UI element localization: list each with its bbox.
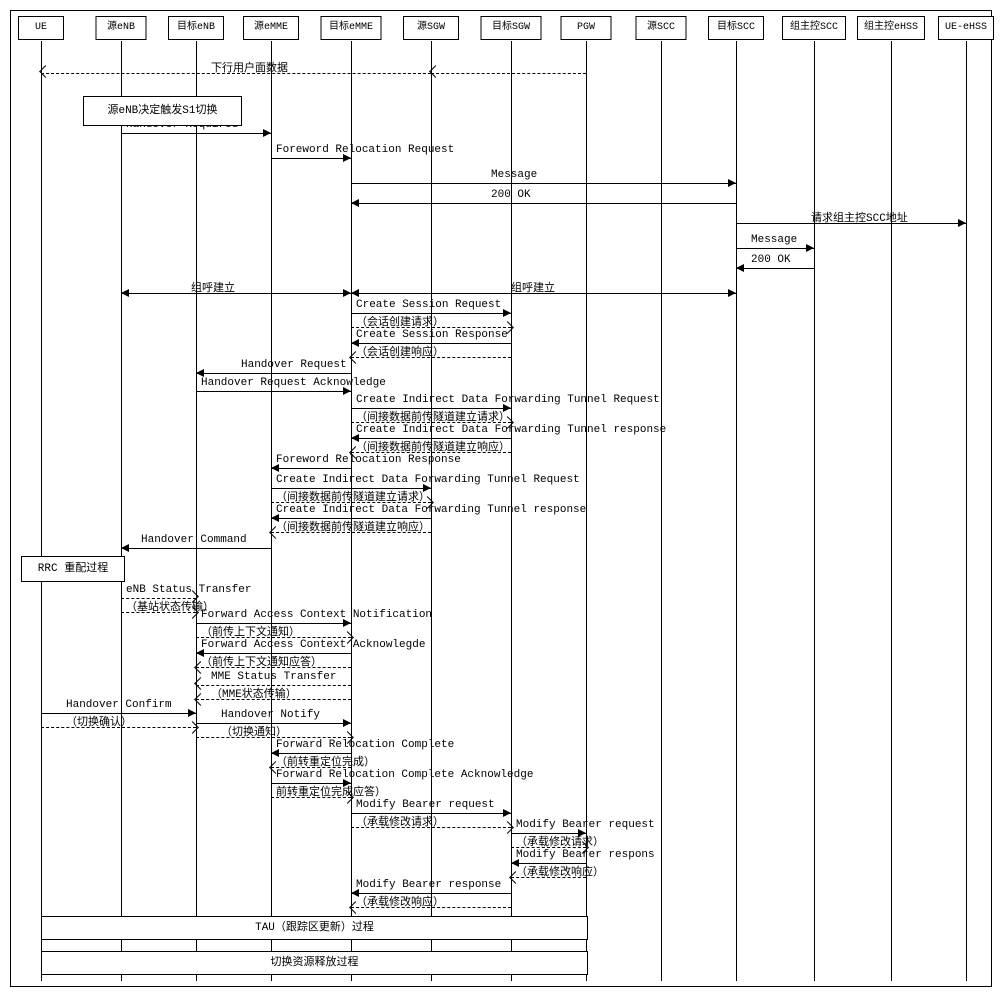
message-label-13: Handover Request: [241, 359, 347, 371]
message-10: 组呼建立: [121, 281, 351, 295]
message-31: Modify Bearer respons（承载修改响应）: [511, 851, 586, 865]
message-label-15: Create Indirect Data Forwarding Tunnel R…: [356, 394, 660, 406]
message-19: Create Indirect Data Forwarding Tunnel r…: [271, 506, 431, 520]
lifeline-src_enb: [121, 41, 122, 981]
participant-tgt_sgw: 目标SGW: [481, 16, 542, 40]
message-28: Forward Relocation Complete Acknowledge前…: [271, 771, 351, 785]
participant-pgw: PGW: [561, 16, 612, 40]
message-label-22: Forward Access Context Notification: [201, 609, 432, 621]
message-3: Foreword Relocation Request: [271, 146, 351, 160]
message-11: Create Session Request（会话创建请求）: [351, 301, 511, 315]
participant-grp_scc: 组主控SCC: [782, 16, 846, 40]
message-22: Forward Access Context Notification（前传上下…: [196, 611, 351, 625]
message-7: Message: [736, 236, 814, 250]
message-12: Create Session Response（会话创建响应）: [351, 331, 511, 345]
participant-ue_ehss: UE-eHSS: [938, 16, 994, 40]
message-label-11: Create Session Request: [356, 299, 501, 311]
box-0: 源eNB决定触发S1切换: [83, 96, 242, 126]
message-8: 200 OK: [736, 256, 814, 270]
message-26: Handover Notify（切换通知）: [196, 711, 351, 725]
message-32: Modify Bearer response（承载修改响应）: [351, 881, 511, 895]
message-20: Handover Command: [121, 536, 271, 550]
message-label-26: Handover Notify: [221, 709, 320, 721]
message-label-12: Create Session Response: [356, 329, 508, 341]
message-13: Handover Request: [196, 361, 351, 375]
message-label-31: Modify Bearer respons: [516, 849, 655, 861]
message-21: eNB Status Transfer（基站状态传输）: [121, 586, 196, 600]
message-25: Handover Confirm（切换确认）: [41, 701, 196, 715]
message-5: 200 OK: [351, 191, 736, 205]
participant-tgt_emme: 目标eMME: [321, 16, 382, 40]
message-14: Handover Request Acknowledge: [196, 379, 351, 393]
participant-ue: UE: [18, 16, 64, 40]
message-label-29: Modify Bearer request: [356, 799, 495, 811]
lifeline-grp_ehss: [891, 41, 892, 981]
message-label-14: Handover Request Acknowledge: [201, 377, 386, 389]
message-label-6: 请求组主控SCC地址: [811, 209, 908, 225]
message-label-0: 下行用户面数据: [211, 59, 288, 75]
lifeline-ue: [41, 41, 42, 981]
participant-src_scc: 源SCC: [636, 16, 687, 40]
message-24: MME Status Transfer（MME状态传输）: [196, 673, 351, 687]
box-1: RRC 重配过程: [21, 556, 125, 582]
message-label-32: Modify Bearer response: [356, 879, 501, 891]
message-label-16: Create Indirect Data Forwarding Tunnel r…: [356, 424, 666, 436]
participant-grp_ehss: 组主控eHSS: [857, 16, 925, 40]
message-label-5: 200 OK: [491, 189, 531, 201]
message-1: [431, 61, 586, 75]
lifeline-tgt_enb: [196, 41, 197, 981]
message-label-18: Create Indirect Data Forwarding Tunnel R…: [276, 474, 580, 486]
message-label-28: Forward Relocation Complete Acknowledge: [276, 769, 533, 781]
message-label-24: MME Status Transfer: [211, 671, 336, 683]
message-label-8: 200 OK: [751, 254, 791, 266]
message-label-25: Handover Confirm: [66, 699, 172, 711]
message-29: Modify Bearer request（承载修改请求）: [351, 801, 511, 815]
lifeline-ue_ehss: [966, 41, 967, 981]
message-label-27: Forward Relocation Complete: [276, 739, 454, 751]
message-label-21: eNB Status Transfer: [126, 584, 251, 596]
sequence-diagram: UE 源eNB 目标eNB 源eMME 目标eMME 源SGW 目标SGW PGW 源SCC 目标…: [10, 10, 992, 987]
participant-src_enb: 源eNB: [96, 16, 147, 40]
message-6: 请求组主控SCC地址: [736, 211, 966, 225]
lifeline-tgt_scc: [736, 41, 737, 981]
message-label-3: Foreword Relocation Request: [276, 144, 454, 156]
lifeline-grp_scc: [814, 41, 815, 981]
message-label-30: Modify Bearer request: [516, 819, 655, 831]
message-0: 下行用户面数据: [41, 61, 431, 75]
participant-tgt_scc: 目标SCC: [708, 16, 764, 40]
message-label-9: 组呼建立: [511, 279, 555, 295]
message-label-17: Foreword Relocation Response: [276, 454, 461, 466]
message-30: Modify Bearer request（承载修改请求）: [511, 821, 586, 835]
message-17: Foreword Relocation Response: [271, 456, 351, 470]
message-27: Forward Relocation Complete（前转重定位完成）: [271, 741, 351, 755]
box-3: 切换资源释放过程: [41, 951, 588, 975]
message-15: Create Indirect Data Forwarding Tunnel R…: [351, 396, 511, 410]
message-9: 组呼建立: [351, 281, 736, 295]
participant-src_emme: 源eMME: [243, 16, 299, 40]
message-label-20: Handover Command: [141, 534, 247, 546]
participant-src_sgw: 源SGW: [403, 16, 459, 40]
message-16: Create Indirect Data Forwarding Tunnel r…: [351, 426, 511, 440]
message-label-19: Create Indirect Data Forwarding Tunnel r…: [276, 504, 586, 516]
message-23: Forward Access Context Acknowlegde（前传上下文…: [196, 641, 351, 655]
message-label-4: Message: [491, 169, 537, 181]
message-label-23: Forward Access Context Acknowlegde: [201, 639, 425, 651]
participant-tgt_enb: 目标eNB: [168, 16, 224, 40]
box-2: TAU（跟踪区更新）过程: [41, 916, 588, 940]
message-label-10: 组呼建立: [191, 279, 235, 295]
message-label-7: Message: [751, 234, 797, 246]
message-4: Message: [351, 171, 736, 185]
message-18: Create Indirect Data Forwarding Tunnel R…: [271, 476, 431, 490]
